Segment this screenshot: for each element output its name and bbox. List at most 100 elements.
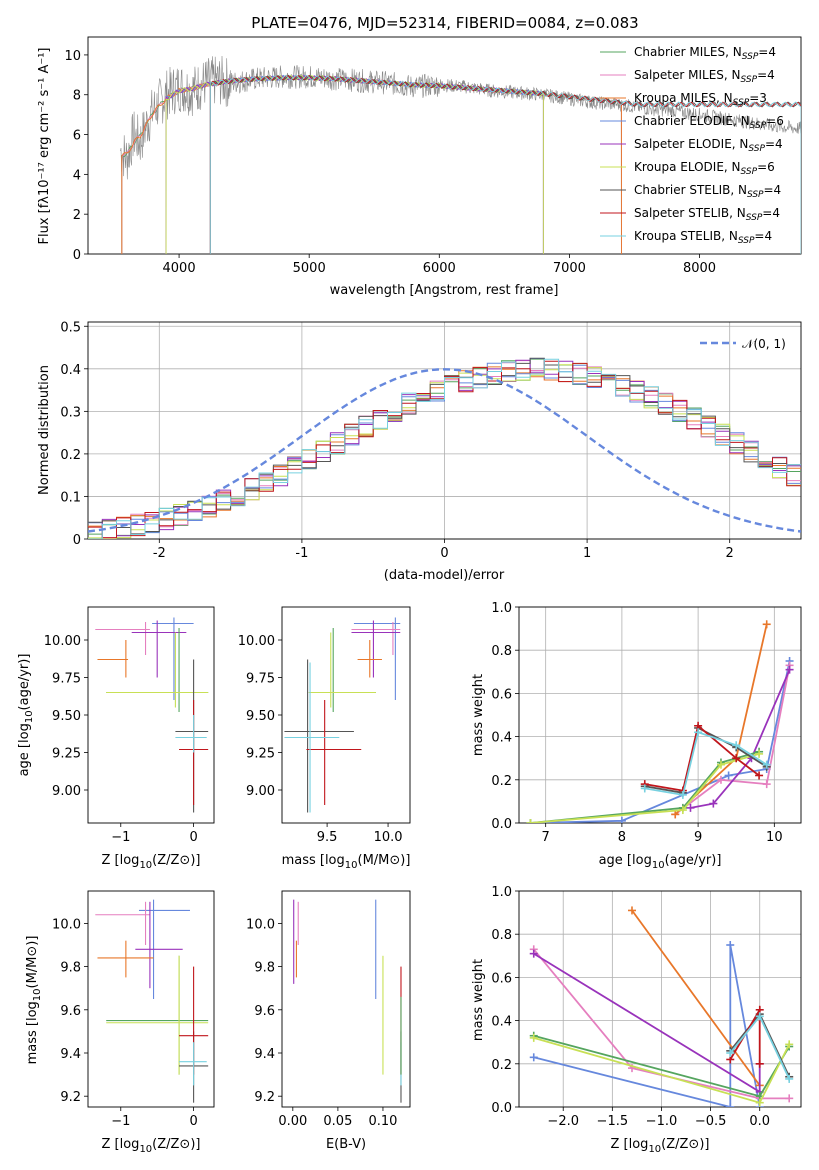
y-tick-label: 9.75 <box>52 672 81 687</box>
y-tick-label: 9.6 <box>60 1004 81 1019</box>
legend-tail: =6 <box>766 114 784 128</box>
label-part: Z [log <box>102 1137 140 1152</box>
model-spectrum <box>121 74 622 254</box>
x-tick-label: 10 <box>766 830 783 845</box>
x-tick-label: −2.0 <box>547 1114 579 1129</box>
axes-frame <box>518 890 802 1108</box>
legend-entry: Kroupa MILES, NSSP=3 <box>634 91 767 108</box>
y-tick-label: 0.6 <box>491 971 512 986</box>
x-tick-label: 7000 <box>553 261 586 276</box>
label-part: Z [log <box>102 853 140 868</box>
legend-text: Salpeter STELIB, N <box>634 206 746 220</box>
legend-text: Salpeter ELODIE, N <box>634 137 748 151</box>
y-axis-label: Flux [fλ10⁻¹⁷ erg cm⁻² s⁻¹ A⁻¹] <box>37 48 52 245</box>
x-tick-label: 0 <box>440 546 448 561</box>
axes-residuals: -2 -1 0 1 2 0 0.1 0.2 0.3 0.4 0.5 𝒩(0, 1) <box>60 320 802 561</box>
legend-sub: SSP <box>733 98 750 108</box>
y-tick-label: 0.8 <box>491 928 512 943</box>
y-tick-label: 9.2 <box>60 1090 81 1105</box>
histogram-plot <box>88 357 801 539</box>
model-spectrum <box>121 74 622 254</box>
series-line <box>674 624 768 816</box>
axes-mass_vs_ebv: 0.00 0.05 0.10 9.2 9.4 9.6 9.8 10.0 <box>246 890 411 1129</box>
x-tick-label: 6000 <box>423 261 456 276</box>
axes-mass_vs_Z: −1 0 9.2 9.4 9.6 9.8 10.0 <box>52 890 215 1129</box>
x-axis-label: age [log10(age/yr)] <box>599 853 722 871</box>
series-line <box>533 948 790 1100</box>
legend-entry: Salpeter STELIB, NSSP=4 <box>634 206 780 223</box>
errorbar-plot <box>293 899 402 1103</box>
legend-text: Kroupa MILES, N <box>634 91 733 105</box>
y-axis-label: mass weight <box>471 959 486 1041</box>
y-tick-label: 9.2 <box>254 1090 275 1105</box>
histogram-series <box>88 358 801 539</box>
y-tick-label: 0.4 <box>491 1015 512 1030</box>
axes-frame <box>87 890 215 1108</box>
y-tick-label: 9.4 <box>254 1047 275 1062</box>
y-axis-label: Normed distribution <box>37 365 52 495</box>
x-tick-label: −1.5 <box>597 1114 629 1129</box>
axes-border <box>518 890 802 1108</box>
y-axis-label: mass [log10(M/M⊙)] <box>25 936 43 1065</box>
y-tick-label: 0.6 <box>491 687 512 702</box>
label-part: 10 <box>139 1144 152 1155</box>
x-tick-label: 9.5 <box>317 830 338 845</box>
x-axis-label: wavelength [Angstrom, rest frame] <box>330 283 559 298</box>
y-tick-label: 0.0 <box>491 817 512 832</box>
legend-tail: =6 <box>757 160 775 174</box>
axes-border <box>87 321 802 540</box>
y-tick-label: 0.4 <box>60 363 81 378</box>
model-spectrum <box>165 74 544 254</box>
x-tick-label: 5000 <box>293 261 326 276</box>
axes-weight_vs_Z: −2.0 −1.5 −1.0 −0.5 0.0 0.0 0.2 0.4 0.6 0.8 1.0 <box>491 885 802 1129</box>
model-spectrum <box>209 75 801 254</box>
y-tick-label: 10.00 <box>238 634 275 649</box>
x-tick-label: 1 <box>583 546 591 561</box>
x-tick-label: 0.05 <box>323 1114 352 1129</box>
y-tick-label: 0.2 <box>491 774 512 789</box>
x-tick-label: 10.0 <box>374 830 403 845</box>
y-tick-label: 9.75 <box>246 672 275 687</box>
label-part: (M/M⊙)] <box>358 853 411 868</box>
y-tick-label: 9.6 <box>254 1004 275 1019</box>
axes-weight_vs_age: 7 8 9 10 0.0 0.2 0.4 0.6 0.8 1.0 <box>491 601 802 845</box>
label-part: 10 <box>648 1144 661 1155</box>
x-axis-label: E(B-V) <box>326 1137 366 1152</box>
label-part: age [log <box>17 723 32 776</box>
legend-tail: =3 <box>749 91 767 105</box>
axes-frame <box>281 606 411 824</box>
y-tick-label: 0.8 <box>491 644 512 659</box>
label-part: mass [log <box>282 853 345 868</box>
y-tick-label: 10 <box>64 49 81 64</box>
axes-age_vs_Z: −1 0 9.00 9.25 9.50 9.75 10.00 <box>44 606 215 845</box>
legend-text: Chabrier ELODIE, N <box>634 114 750 128</box>
label-part: 10 <box>139 860 152 871</box>
y-tick-label: 9.25 <box>52 747 81 762</box>
x-tick-label: −0.5 <box>695 1114 727 1129</box>
series-line <box>690 669 791 809</box>
model-spectrum <box>209 74 801 254</box>
legend-entry: Chabrier STELIB, NSSP=4 <box>634 183 781 200</box>
axes-border <box>87 890 215 1108</box>
legend-text: Kroupa STELIB, N <box>634 229 738 243</box>
x-tick-label: 0 <box>189 1114 197 1129</box>
label-part: 10 <box>32 988 43 1001</box>
label-part: (age/yr)] <box>17 654 32 711</box>
legend-sub: SSP <box>748 144 765 154</box>
x-axis-label: Z [log10(Z/Z⊙)] <box>102 853 201 871</box>
x-tick-label: 9 <box>694 830 702 845</box>
x-axis-label: Z [log10(Z/Z⊙)] <box>611 1137 710 1155</box>
axes-frame <box>87 321 802 540</box>
axes-age_vs_mass: 9.5 10.0 9.00 9.25 9.50 9.75 10.00 <box>238 606 411 845</box>
y-tick-label: 0 <box>73 248 81 263</box>
y-tick-label: 0.2 <box>491 1058 512 1073</box>
y-tick-label: 9.50 <box>52 709 81 724</box>
x-tick-label: 0.10 <box>368 1114 397 1129</box>
y-tick-label: 1.0 <box>491 601 512 616</box>
x-axis-label: mass [log10(M/M⊙)] <box>282 853 411 871</box>
y-tick-label: 10.00 <box>44 634 81 649</box>
legend-entry: Salpeter ELODIE, NSSP=4 <box>634 137 783 154</box>
axes-border <box>281 606 411 824</box>
x-tick-label: 8 <box>618 830 626 845</box>
